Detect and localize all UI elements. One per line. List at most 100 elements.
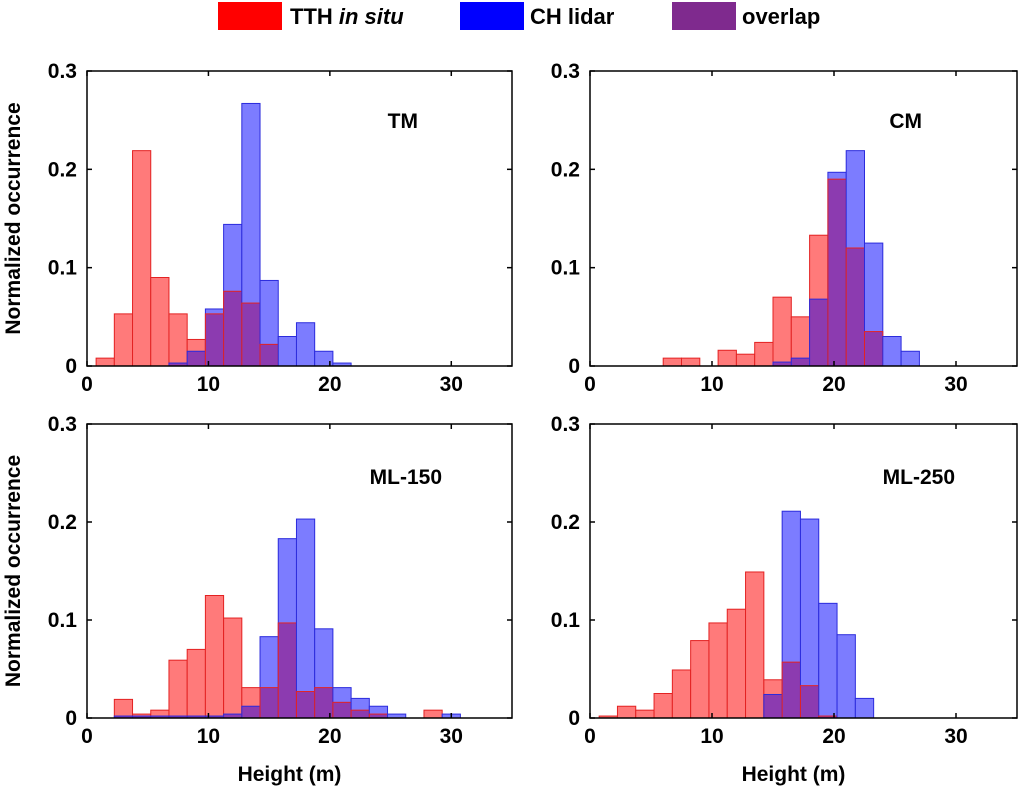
x-tick-label: 10 (197, 373, 220, 396)
y-tick-label: 0.3 (551, 60, 580, 83)
bar-tth-ml-150-6 (223, 617, 243, 719)
y-tick-label: 0.2 (551, 158, 580, 181)
bar-overlap-ml-150-7 (241, 705, 261, 719)
x-tick-label: 30 (944, 373, 967, 396)
x-tick-label: 30 (440, 725, 463, 748)
bar-overlap-ml-150-10 (295, 691, 316, 719)
bar-tth-ml-150-4 (186, 648, 206, 719)
bar-tth-ml-250-6 (708, 622, 728, 719)
x-tick-label: 30 (440, 373, 463, 396)
panel-cm: 0 10 20 30 0 0.1 0.2 0.3 CM (551, 60, 1018, 396)
bar-overlap-tm-6 (204, 313, 225, 367)
legend-label-tth: TTH in situ (290, 4, 404, 29)
plot-frame-cm (589, 70, 1018, 367)
bar-ch-tm-10 (277, 336, 297, 367)
bar-overlap-tm-8 (241, 302, 261, 367)
panel-ml-250: 0 10 20 30 0 0.1 0.2 0.3 ML-250 Height (m) (551, 413, 1018, 786)
x-tick-label: 20 (822, 725, 845, 748)
bar-overlap-ml-250-9 (763, 693, 783, 719)
bar-tth-ml-250-5 (690, 640, 710, 719)
y-tick-label: 0.2 (48, 158, 77, 181)
panel-title: CM (889, 110, 922, 133)
plot-frame-tm (86, 70, 513, 367)
bar-overlap-cm-7 (790, 357, 811, 367)
bar-ch-ml-150-10 (295, 518, 316, 719)
bar-tth-tm-3 (150, 277, 170, 367)
bar-tth-ml-250-3 (653, 693, 673, 719)
bar-ch-cm-12 (882, 336, 902, 367)
x-tick-label: 30 (944, 725, 967, 748)
y-tick-label: 0.1 (48, 257, 78, 280)
y-tick-label: 0 (568, 707, 580, 730)
y-axis-label: Normalized occurrence (2, 455, 25, 687)
y-axis-label: Normalized occurrence (2, 102, 25, 334)
panel-title: ML-150 (370, 466, 442, 489)
bar-tth-tm-0 (95, 357, 115, 367)
x-tick-label: 20 (822, 373, 845, 396)
bar-overlap-ml-150-12 (332, 701, 352, 719)
bar-tth-cm-0 (662, 357, 683, 367)
bar-tth-ml-150-0 (113, 698, 134, 719)
y-tick-label: 0.1 (48, 609, 78, 632)
x-tick-label: 10 (700, 373, 723, 396)
legend-label-overlap: overlap (742, 4, 820, 29)
panel-title: ML-250 (883, 466, 955, 489)
bar-overlap-cm-9 (827, 178, 847, 367)
bar-ch-ml-250-14 (854, 697, 875, 719)
x-tick-label: 20 (318, 373, 341, 396)
legend-label-ch-lidar: CH lidar (530, 4, 615, 29)
y-tick-label: 0.1 (551, 609, 581, 632)
legend-swatch-tth (218, 2, 282, 30)
bar-overlap-tm-5 (186, 350, 206, 367)
x-tick-label: 0 (584, 373, 596, 396)
bar-tth-tm-4 (168, 313, 188, 367)
bar-tth-tm-1 (113, 313, 134, 367)
bar-ch-cm-13 (900, 350, 920, 367)
bar-overlap-cm-8 (809, 298, 829, 367)
y-tick-label: 0 (568, 355, 580, 378)
bar-tth-cm-4 (735, 353, 756, 367)
plot-frame-ml-150 (86, 423, 513, 719)
plot-frame-ml-250 (589, 423, 1018, 719)
panel-title: TM (388, 110, 418, 133)
bar-ch-ml-250-12 (818, 602, 838, 719)
x-tick-label: 0 (584, 725, 596, 748)
x-tick-label: 0 (81, 373, 93, 396)
y-tick-label: 0.3 (48, 413, 77, 436)
bar-tth-ml-150-3 (168, 659, 188, 719)
bar-tth-ml-250-8 (745, 571, 765, 719)
bar-overlap-tm-9 (259, 343, 279, 367)
bar-overlap-ml-250-10 (781, 661, 801, 719)
bar-tth-cm-6 (772, 296, 792, 367)
y-tick-label: 0.2 (551, 511, 580, 534)
bar-overlap-cm-11 (864, 331, 884, 367)
bar-tth-ml-250-4 (671, 669, 692, 719)
bar-overlap-ml-150-9 (277, 622, 297, 719)
y-tick-label: 0.2 (48, 511, 77, 534)
y-tick-label: 0 (65, 355, 77, 378)
legend-swatch-overlap (672, 2, 736, 30)
legend: TTH in situ CH lidar overlap (218, 2, 820, 30)
bar-tth-cm-1 (681, 357, 701, 367)
bar-ch-tm-11 (295, 322, 316, 367)
bar-overlap-tm-7 (223, 290, 243, 367)
bar-tth-ml-250-7 (726, 608, 747, 719)
bar-ch-ml-250-13 (836, 634, 856, 719)
x-tick-label: 10 (700, 725, 723, 748)
bar-overlap-cm-10 (845, 247, 866, 367)
bar-tth-ml-250-2 (635, 709, 655, 719)
panel-ml-150: 0 10 20 30 0 0.1 0.2 0.3 ML-150 Normalized occurr… (2, 413, 513, 786)
x-axis-label: Height (m) (238, 763, 342, 786)
x-tick-label: 20 (318, 725, 341, 748)
y-tick-label: 0.3 (48, 60, 77, 83)
bar-tth-tm-2 (132, 150, 152, 367)
bar-overlap-ml-250-11 (799, 685, 820, 719)
x-tick-label: 10 (197, 725, 220, 748)
y-tick-label: 0.3 (551, 413, 580, 436)
bar-tth-cm-3 (717, 349, 737, 367)
x-tick-label: 0 (81, 725, 93, 748)
x-axis-label: Height (m) (742, 763, 846, 786)
bar-overlap-ml-150-13 (350, 709, 370, 719)
bar-tth-ml-150-5 (204, 595, 225, 719)
bar-overlap-ml-150-8 (259, 687, 279, 719)
